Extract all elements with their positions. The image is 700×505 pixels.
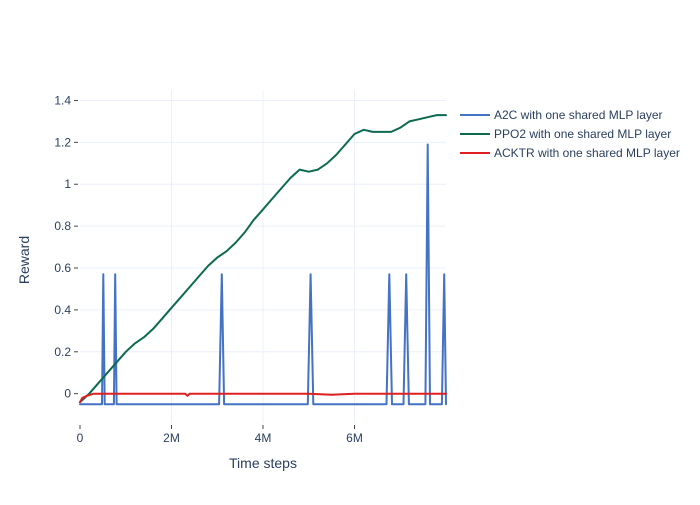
legend-label: PPO2 with one shared MLP layer xyxy=(494,127,671,141)
legend-label: ACKTR with one shared MLP layer xyxy=(494,146,680,160)
y-tick-label: 0 xyxy=(64,387,71,401)
y-tick-label: 0.8 xyxy=(54,219,71,233)
series-layer xyxy=(79,114,447,406)
x-tick-label: 6M xyxy=(346,431,363,445)
x-tick-label: 0 xyxy=(77,431,84,445)
series-line-2[interactable] xyxy=(79,114,447,404)
series-line-1[interactable] xyxy=(79,143,447,406)
x-axis-title: Time steps xyxy=(229,455,297,471)
y-tick-label: 1.4 xyxy=(54,93,71,107)
y-tick-label: 0.2 xyxy=(54,345,71,359)
x-tick-label: 4M xyxy=(255,431,272,445)
x-tick-label: 2M xyxy=(163,431,180,445)
legend[interactable]: A2C with one shared MLP layer PPO2 with o… xyxy=(460,108,680,160)
grid-layer xyxy=(80,90,446,423)
legend-label: A2C with one shared MLP layer xyxy=(494,108,663,122)
y-tick-label: 0.6 xyxy=(54,261,71,275)
axis-layer: 0 0.2 0.4 0.6 0.8 1 1.2 1.4 0 2M 4M 6M xyxy=(54,93,363,445)
series-line-3[interactable] xyxy=(79,392,447,404)
y-tick-label: 1.2 xyxy=(54,135,71,149)
legend-item-3[interactable]: ACKTR with one shared MLP layer xyxy=(460,146,680,160)
legend-item-1[interactable]: A2C with one shared MLP layer xyxy=(460,108,663,122)
y-axis-title: Reward xyxy=(16,236,32,284)
y-tick-label: 0.4 xyxy=(54,303,71,317)
legend-item-2[interactable]: PPO2 with one shared MLP layer xyxy=(460,127,671,141)
y-tick-label: 1 xyxy=(64,177,71,191)
